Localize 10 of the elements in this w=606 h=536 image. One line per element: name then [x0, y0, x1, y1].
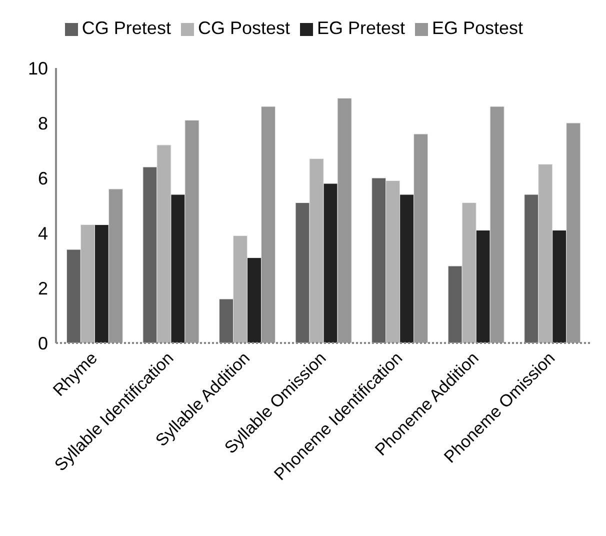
legend-label: EG Postest	[432, 18, 524, 38]
legend-label: EG Pretest	[316, 18, 406, 38]
y-tick-label: 4	[38, 223, 48, 244]
y-tick-label: 0	[38, 333, 48, 354]
y-tick-label: 6	[38, 168, 48, 188]
y-tick-label: 8	[38, 113, 48, 134]
legend-label: CG Postest	[198, 18, 290, 38]
legend-label: CG Pretest	[82, 18, 171, 38]
y-tick-label: 2	[38, 278, 48, 298]
y-tick-label: 10	[28, 58, 48, 78]
